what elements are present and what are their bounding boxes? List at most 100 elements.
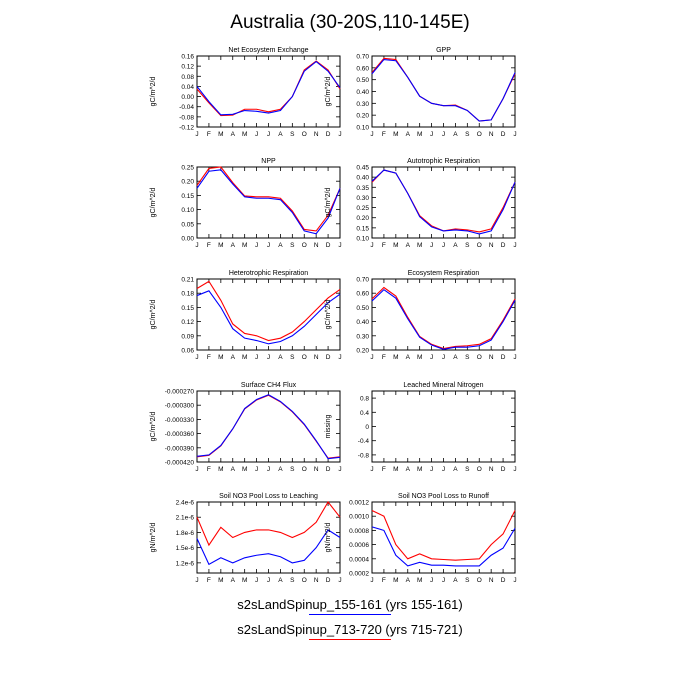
y-tick-label: 1.2e-6 bbox=[176, 560, 195, 567]
panel-title: NPP bbox=[261, 158, 276, 165]
y-tick-label: 0.12 bbox=[181, 64, 194, 71]
y-tick-label: -0.000420 bbox=[165, 460, 195, 467]
y-tick-label: 0.0012 bbox=[349, 500, 369, 507]
x-tick-label: J bbox=[430, 242, 433, 249]
x-tick-label: N bbox=[314, 131, 319, 138]
y-tick-label: -0.000270 bbox=[165, 389, 195, 396]
y-axis-label: gC/m^2/d bbox=[150, 188, 157, 218]
x-tick-label: A bbox=[453, 131, 458, 138]
series-line-red bbox=[196, 166, 341, 232]
y-tick-label: 0 bbox=[365, 424, 369, 431]
x-tick-label: A bbox=[453, 577, 458, 584]
x-tick-label: D bbox=[501, 354, 506, 361]
x-tick-label: J bbox=[195, 466, 198, 473]
x-tick-label: N bbox=[314, 577, 319, 584]
y-tick-label: -0.000330 bbox=[165, 417, 195, 424]
x-tick-label: M bbox=[417, 354, 422, 361]
x-tick-label: D bbox=[501, 131, 506, 138]
x-tick-label: O bbox=[302, 577, 307, 584]
x-tick-label: J bbox=[338, 131, 341, 138]
y-tick-label: 0.70 bbox=[356, 54, 369, 61]
panel-9: Soil NO3 Pool Loss to Leaching gN/m^2/d 1.… bbox=[150, 493, 342, 584]
x-tick-label: J bbox=[255, 131, 258, 138]
y-axis-label: gC/m^2/d bbox=[325, 300, 332, 330]
plot-frame bbox=[371, 278, 516, 351]
panel-8: Leached Mineral Nitrogen missing -0.8 -0.4 0… bbox=[325, 382, 517, 473]
x-tick-label: S bbox=[290, 466, 295, 473]
x-tick-label: S bbox=[465, 466, 470, 473]
x-tick-label: J bbox=[338, 242, 341, 249]
x-tick-label: S bbox=[465, 131, 470, 138]
x-tick-label: J bbox=[442, 466, 445, 473]
panel-1: Net Ecosystem Exchange gC/m^2/d -0.12 -0.08… bbox=[150, 47, 342, 138]
y-tick-label: 1.5e-6 bbox=[176, 545, 195, 552]
x-tick-label: A bbox=[406, 131, 411, 138]
y-tick-label: 0.25 bbox=[356, 205, 369, 212]
panel-title: Soil NO3 Pool Loss to Runoff bbox=[398, 493, 489, 500]
legend-item-2: s2sLandSpinup_713-720 (yrs 715-721) bbox=[0, 622, 700, 640]
y-axis-label: gC/m^2/d bbox=[150, 77, 157, 107]
y-tick-label: -0.04 bbox=[179, 104, 194, 111]
x-tick-label: M bbox=[417, 577, 422, 584]
y-tick-label: 0.05 bbox=[181, 221, 194, 228]
x-tick-label: F bbox=[207, 577, 211, 584]
x-tick-label: F bbox=[382, 577, 386, 584]
x-tick-label: A bbox=[231, 466, 236, 473]
x-tick-label: F bbox=[382, 131, 386, 138]
panel-title: Net Ecosystem Exchange bbox=[228, 47, 308, 54]
x-tick-label: J bbox=[255, 354, 258, 361]
y-axis-label: gC/m^2/d bbox=[150, 300, 157, 330]
y-tick-label: 0.15 bbox=[356, 225, 369, 232]
x-tick-label: S bbox=[465, 354, 470, 361]
y-tick-label: 0.40 bbox=[356, 175, 369, 182]
y-tick-label: 0.8 bbox=[360, 396, 369, 403]
x-tick-label: J bbox=[370, 577, 373, 584]
y-tick-label: 0.60 bbox=[356, 291, 369, 298]
x-tick-label: J bbox=[430, 131, 433, 138]
y-tick-label: 0.0008 bbox=[349, 528, 369, 535]
x-tick-label: J bbox=[255, 577, 258, 584]
y-tick-label: 0.15 bbox=[181, 305, 194, 312]
y-tick-label: 0.18 bbox=[181, 291, 194, 298]
x-tick-label: J bbox=[513, 354, 516, 361]
x-tick-label: J bbox=[267, 577, 270, 584]
legend-label-1: s2sLandSpinup_155-161 (yrs 155-161) bbox=[237, 597, 463, 612]
x-tick-label: M bbox=[242, 577, 247, 584]
x-tick-label: O bbox=[477, 242, 482, 249]
x-tick-label: M bbox=[218, 354, 223, 361]
y-tick-label: 0.08 bbox=[181, 74, 194, 81]
legend-swatch-2 bbox=[309, 639, 391, 640]
legend-item-1: s2sLandSpinup_155-161 (yrs 155-161) bbox=[0, 597, 700, 615]
x-tick-label: O bbox=[302, 354, 307, 361]
x-tick-label: D bbox=[326, 131, 331, 138]
x-tick-label: O bbox=[477, 354, 482, 361]
x-tick-label: J bbox=[195, 242, 198, 249]
y-axis-label: gN/m^2/d bbox=[150, 523, 157, 553]
x-tick-label: J bbox=[195, 577, 198, 584]
x-tick-label: D bbox=[326, 466, 331, 473]
series-line-red bbox=[196, 501, 341, 547]
y-tick-label: 0.30 bbox=[356, 195, 369, 202]
x-tick-label: O bbox=[302, 131, 307, 138]
panel-7: Surface CH4 Flux gC/m^2/d -0.000420 -0.0003… bbox=[150, 382, 342, 473]
x-tick-label: N bbox=[489, 466, 494, 473]
x-tick-label: A bbox=[278, 577, 283, 584]
y-tick-label: 0.00 bbox=[181, 236, 194, 243]
y-tick-label: 0.0004 bbox=[349, 556, 369, 563]
x-tick-label: J bbox=[267, 354, 270, 361]
x-tick-label: M bbox=[393, 577, 398, 584]
x-tick-label: A bbox=[231, 242, 236, 249]
x-tick-label: O bbox=[477, 466, 482, 473]
x-tick-label: O bbox=[302, 242, 307, 249]
x-tick-label: S bbox=[290, 242, 295, 249]
y-tick-label: 2.4e-6 bbox=[176, 500, 195, 507]
x-tick-label: D bbox=[501, 577, 506, 584]
panel-title: Leached Mineral Nitrogen bbox=[403, 382, 483, 389]
x-tick-label: O bbox=[302, 466, 307, 473]
y-tick-label: 0.10 bbox=[356, 236, 369, 243]
x-tick-label: J bbox=[442, 577, 445, 584]
y-tick-label: 0.25 bbox=[181, 165, 194, 172]
x-tick-label: J bbox=[267, 466, 270, 473]
x-tick-label: M bbox=[242, 242, 247, 249]
y-tick-label: 0.06 bbox=[181, 348, 194, 355]
